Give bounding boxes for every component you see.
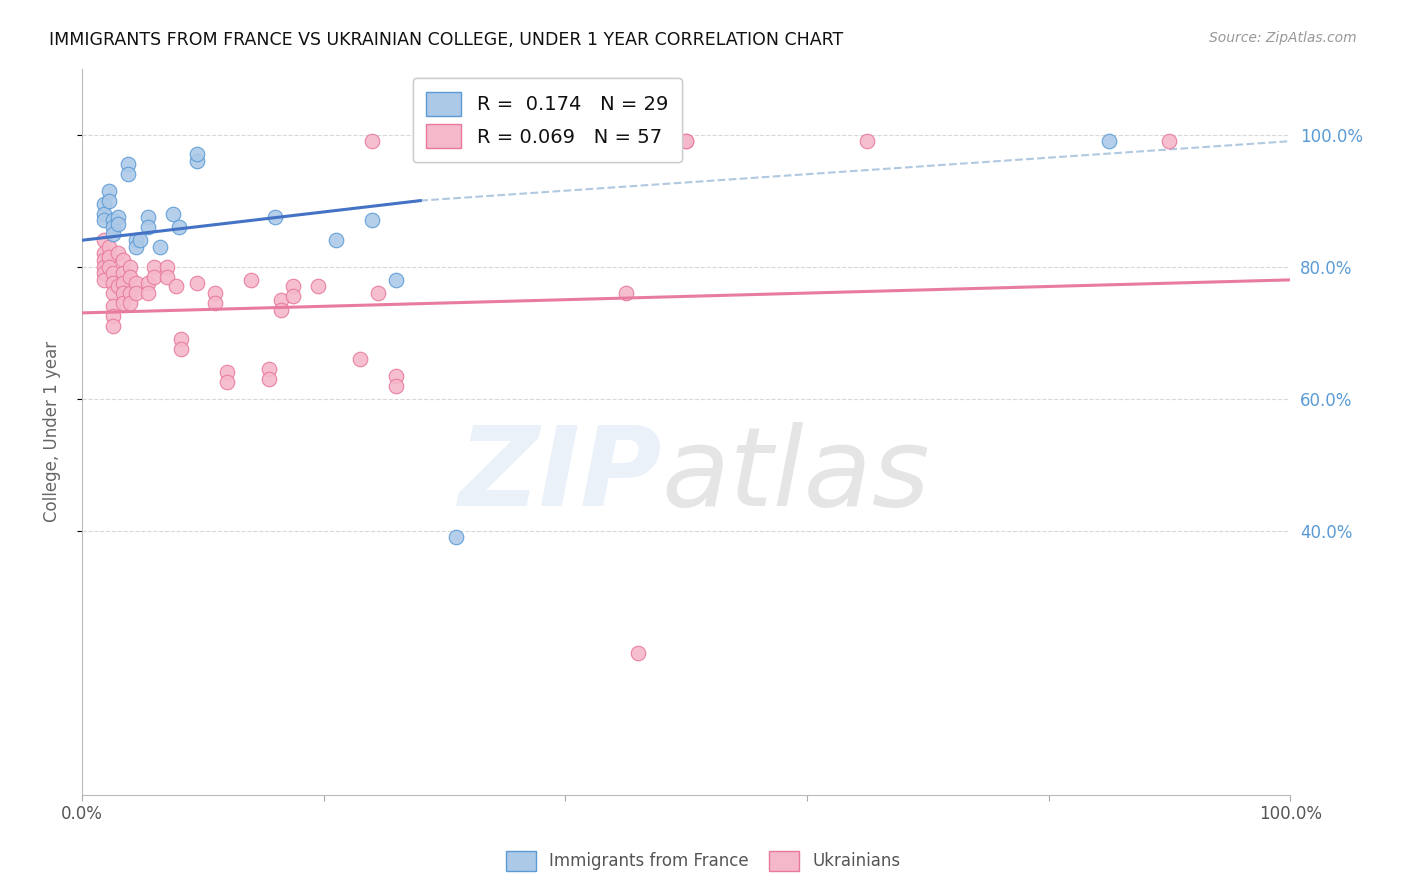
Point: [325, 233, 347, 247]
Text: IMMIGRANTS FROM FRANCE VS UKRAINIAN COLLEGE, UNDER 1 YEAR CORRELATION CHART: IMMIGRANTS FROM FRANCE VS UKRAINIAN COLL…: [49, 31, 844, 49]
Point: [186, 153, 208, 168]
Point: [162, 207, 184, 221]
Text: atlas: atlas: [662, 422, 931, 529]
Point: [155, 269, 177, 284]
Point: [170, 343, 193, 357]
Point: [112, 266, 135, 280]
Point: [117, 157, 139, 171]
Point: [97, 250, 120, 264]
Point: [143, 260, 166, 274]
Point: [283, 279, 305, 293]
Point: [270, 293, 292, 307]
Point: [112, 296, 135, 310]
Point: [675, 134, 697, 148]
Point: [103, 276, 125, 290]
Y-axis label: College, Under 1 year: College, Under 1 year: [44, 342, 60, 523]
Point: [125, 240, 148, 254]
Point: [215, 365, 238, 379]
Point: [112, 276, 135, 290]
Point: [138, 220, 160, 235]
Point: [143, 269, 166, 284]
Point: [97, 184, 120, 198]
Point: [93, 213, 115, 227]
Point: [627, 646, 650, 660]
Point: [125, 276, 148, 290]
Point: [103, 286, 125, 301]
Point: [125, 286, 148, 301]
Point: [614, 286, 637, 301]
Point: [120, 286, 142, 301]
Point: [125, 233, 148, 247]
Point: [103, 309, 125, 323]
Point: [138, 276, 160, 290]
Point: [257, 362, 280, 376]
Point: [138, 286, 160, 301]
Point: [385, 273, 408, 287]
Point: [97, 194, 120, 208]
Point: [107, 210, 129, 224]
Point: [1159, 134, 1181, 148]
Point: [361, 213, 384, 227]
Point: [361, 134, 384, 148]
Point: [186, 147, 208, 161]
Point: [307, 279, 329, 293]
Point: [385, 378, 408, 392]
Text: Source: ZipAtlas.com: Source: ZipAtlas.com: [1209, 31, 1357, 45]
Point: [446, 531, 468, 545]
Point: [107, 217, 129, 231]
Point: [112, 286, 135, 301]
Point: [93, 266, 115, 280]
Point: [170, 332, 193, 346]
Point: [112, 253, 135, 268]
Point: [103, 319, 125, 334]
Legend: Immigrants from France, Ukrainians: Immigrants from France, Ukrainians: [498, 842, 908, 880]
Point: [240, 273, 263, 287]
Point: [165, 279, 187, 293]
Point: [283, 289, 305, 303]
Point: [93, 253, 115, 268]
Point: [149, 240, 172, 254]
Point: [93, 246, 115, 260]
Point: [856, 134, 879, 148]
Point: [186, 276, 208, 290]
Point: [93, 273, 115, 287]
Point: [93, 197, 115, 211]
Point: [120, 269, 142, 284]
Point: [107, 246, 129, 260]
Point: [103, 266, 125, 280]
Point: [117, 167, 139, 181]
Point: [204, 286, 226, 301]
Point: [385, 368, 408, 383]
Point: [120, 296, 142, 310]
Point: [155, 260, 177, 274]
Point: [103, 299, 125, 313]
Point: [257, 372, 280, 386]
Point: [129, 233, 152, 247]
Point: [264, 210, 287, 224]
Point: [103, 227, 125, 241]
Text: ZIP: ZIP: [458, 422, 662, 529]
Point: [270, 302, 292, 317]
Point: [93, 260, 115, 274]
Point: [120, 260, 142, 274]
Point: [138, 210, 160, 224]
Legend: R =  0.174   N = 29, R = 0.069   N = 57: R = 0.174 N = 29, R = 0.069 N = 57: [412, 78, 682, 161]
Point: [93, 233, 115, 247]
Point: [97, 240, 120, 254]
Point: [103, 220, 125, 235]
Point: [97, 260, 120, 274]
Point: [349, 352, 371, 367]
Point: [1098, 134, 1121, 148]
Point: [167, 220, 190, 235]
Point: [103, 213, 125, 227]
Point: [367, 286, 389, 301]
Point: [204, 296, 226, 310]
Point: [675, 134, 697, 148]
Point: [93, 207, 115, 221]
Point: [215, 376, 238, 390]
Point: [107, 279, 129, 293]
